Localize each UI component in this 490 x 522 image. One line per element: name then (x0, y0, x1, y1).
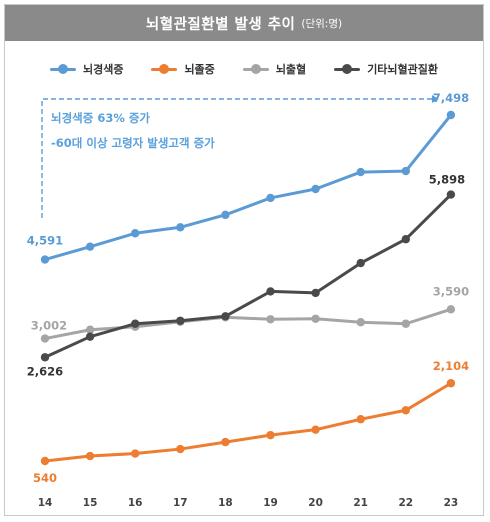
data-point (221, 312, 230, 321)
chart-unit: (단위:명) (301, 17, 343, 30)
data-point (311, 425, 320, 434)
chart-title: 뇌혈관질환별 발생 추이 (145, 16, 296, 33)
x-tick-label: 21 (353, 497, 368, 509)
data-point (85, 451, 95, 461)
annotation-arrow-icon (431, 95, 439, 103)
data-point (85, 332, 95, 341)
data-point (221, 210, 230, 220)
data-point (311, 184, 320, 194)
data-point (40, 456, 50, 466)
legend-swatch (49, 64, 76, 74)
data-label: 5,898 (429, 173, 465, 187)
data-label: 2,626 (27, 364, 63, 378)
series-line (43, 381, 453, 463)
data-point (221, 437, 230, 447)
data-point (266, 315, 275, 324)
data-point (356, 258, 365, 268)
data-point (85, 242, 95, 251)
data-point (446, 110, 456, 120)
data-point (266, 430, 275, 440)
data-label: 540 (33, 471, 57, 485)
data-point (401, 319, 410, 328)
data-point (446, 379, 456, 388)
data-point (446, 305, 456, 314)
series-line (43, 113, 453, 262)
legend-label: 기타뇌혈관질환 (367, 63, 439, 76)
data-label: 3,002 (31, 319, 67, 333)
legend-label: 뇌경색증 (82, 63, 124, 76)
data-point (401, 406, 410, 415)
annotation-line-2: -60대 이상 고령자 발생고객 증가 (51, 136, 215, 150)
x-tick-label: 16 (128, 497, 143, 509)
x-tick-label: 23 (444, 497, 459, 509)
data-point (356, 415, 365, 424)
data-point (401, 166, 410, 176)
annotation-bracket (41, 98, 433, 218)
data-point (40, 353, 50, 362)
data-point (176, 223, 185, 232)
x-tick-label: 20 (308, 497, 323, 509)
data-point (266, 287, 275, 296)
data-point (401, 235, 410, 244)
legend-item: 기타뇌혈관질환 (334, 61, 438, 77)
data-point (356, 167, 365, 177)
data-point (446, 190, 456, 199)
chart-legend: 뇌경색증 뇌졸중 뇌출혈 기타뇌혈관질환 (5, 61, 483, 77)
data-point (176, 444, 185, 454)
legend-swatch (151, 64, 178, 74)
annotation-line-1: 뇌경색증 63% 증가 (51, 111, 150, 125)
data-label: 3,590 (433, 284, 469, 298)
chart-frame: 뇌혈관질환별 발생 추이 (단위:명) 뇌경색증 뇌졸중 뇌출혈 기타뇌혈관질환 (4, 4, 484, 516)
data-point (176, 316, 185, 325)
data-label: 7,498 (433, 91, 469, 105)
data-label: 2,104 (433, 359, 469, 373)
x-tick-label: 17 (173, 497, 188, 509)
data-label: 4,591 (27, 234, 63, 248)
data-point (311, 314, 320, 323)
data-point (85, 325, 95, 334)
legend-swatch (242, 64, 269, 74)
data-point (131, 229, 140, 238)
chart-title-bar: 뇌혈관질환별 발생 추이 (단위:명) (5, 5, 483, 41)
series-line (43, 193, 453, 359)
legend-label: 뇌졸중 (184, 63, 215, 76)
legend-item: 뇌출혈 (242, 61, 307, 77)
data-point (356, 318, 365, 327)
data-point (311, 288, 320, 298)
legend-item: 뇌경색증 (49, 61, 124, 77)
x-tick-label: 14 (38, 497, 53, 509)
legend-label: 뇌출혈 (275, 63, 307, 76)
data-point (266, 193, 275, 203)
x-tick-label: 19 (263, 497, 278, 509)
x-tick-label: 18 (218, 497, 233, 509)
legend-item: 뇌졸중 (151, 61, 215, 77)
x-tick-label: 15 (83, 497, 98, 509)
data-point (131, 449, 140, 458)
legend-swatch (334, 64, 361, 74)
series-line (43, 307, 453, 341)
data-point (40, 334, 50, 343)
data-point (131, 319, 140, 328)
x-tick-label: 22 (398, 497, 413, 509)
data-point (40, 255, 50, 264)
